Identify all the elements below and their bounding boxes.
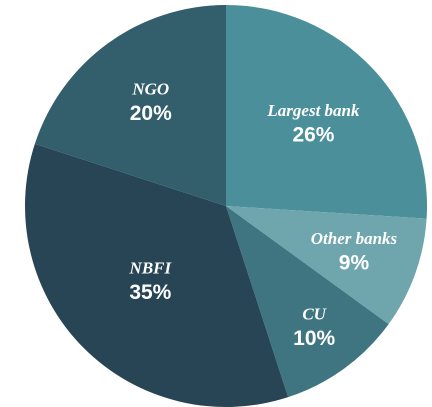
value-label: 9% [339,252,370,275]
slice-label: Largest bank [266,101,360,120]
slice-label: CU [302,304,326,323]
pie-slice [226,206,389,398]
value-label: 35% [129,281,171,304]
slice-label: NGO [131,79,169,98]
pie-slice [34,5,226,206]
slice-label: Other banks [311,229,398,248]
value-label: 20% [130,102,172,125]
slice-label: NBFI [129,259,173,278]
value-label: 10% [293,327,335,350]
value-label: 26% [292,123,334,146]
pie-slice [226,206,427,325]
pie-slice [25,143,289,407]
pie-slice [226,5,427,219]
